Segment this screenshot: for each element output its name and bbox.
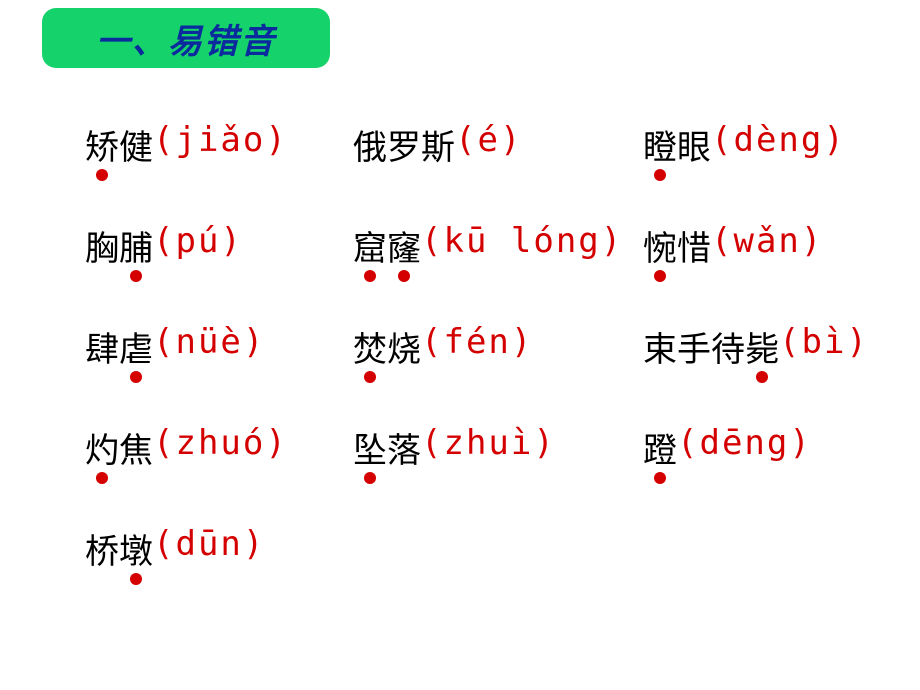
vocab-row: 胸脯(pú)窟窿(kū lóng)惋惜(wǎn)	[85, 221, 875, 270]
vocab-entry: 惋惜(wǎn)	[643, 221, 823, 270]
pinyin-text: (dèng)	[711, 120, 846, 160]
emphasis-dot	[654, 472, 666, 484]
hanzi-text: 俄罗斯	[353, 120, 455, 169]
vocab-entry: 矫健(jiǎo)	[85, 120, 353, 169]
vocab-row: 矫健(jiǎo)俄罗斯(é)瞪眼(dèng)	[85, 120, 875, 169]
pinyin-text: (kū lóng)	[421, 221, 623, 261]
hanzi-text: 惋惜	[643, 221, 711, 270]
pinyin-text: (é)	[455, 120, 522, 160]
emphasis-dot	[96, 472, 108, 484]
vocab-entry: 灼焦(zhuó)	[85, 423, 353, 472]
vocab-row: 桥墩(dūn)	[85, 524, 875, 573]
vocab-entry: 束手待毙(bì)	[643, 322, 869, 371]
emphasis-dot	[96, 169, 108, 181]
vocab-entry: 胸脯(pú)	[85, 221, 353, 270]
emphasis-dot	[130, 270, 142, 282]
pinyin-text: (zhuó)	[153, 423, 288, 463]
hanzi-text: 灼焦	[85, 423, 153, 472]
pinyin-text: (zhuì)	[421, 423, 556, 463]
vocab-row: 肆虐(nüè)焚烧(fén)束手待毙(bì)	[85, 322, 875, 371]
pinyin-text: (fén)	[421, 322, 533, 362]
hanzi-text: 肆虐	[85, 322, 153, 371]
emphasis-dot	[398, 270, 410, 282]
vocab-entry: 窟窿(kū lóng)	[353, 221, 643, 270]
hanzi-text: 坠落	[353, 423, 421, 472]
hanzi-text: 束手待毙	[643, 322, 779, 371]
vocab-entry: 瞪眼(dèng)	[643, 120, 846, 169]
section-title: 一、易错音	[96, 14, 276, 63]
emphasis-dot	[654, 270, 666, 282]
vocab-entry: 焚烧(fén)	[353, 322, 643, 371]
emphasis-dot	[364, 472, 376, 484]
vocab-entry: 桥墩(dūn)	[85, 524, 353, 573]
emphasis-dot	[756, 371, 768, 383]
pinyin-text: (wǎn)	[711, 221, 823, 261]
vocab-entry: 俄罗斯(é)	[353, 120, 643, 169]
hanzi-text: 瞪眼	[643, 120, 711, 169]
hanzi-text: 焚烧	[353, 322, 421, 371]
section-header: 一、易错音	[42, 8, 330, 68]
pinyin-text: (dūn)	[153, 524, 265, 564]
hanzi-text: 胸脯	[85, 221, 153, 270]
vocab-entry: 坠落(zhuì)	[353, 423, 643, 472]
hanzi-text: 窟窿	[353, 221, 421, 270]
pinyin-text: (jiǎo)	[153, 120, 288, 160]
pinyin-text: (dēng)	[677, 423, 812, 463]
vocab-row: 灼焦(zhuó)坠落(zhuì)蹬(dēng)	[85, 423, 875, 472]
pinyin-text: (bì)	[779, 322, 869, 362]
emphasis-dot	[654, 169, 666, 181]
emphasis-dot	[130, 371, 142, 383]
emphasis-dot	[130, 573, 142, 585]
emphasis-dot	[364, 371, 376, 383]
hanzi-text: 蹬	[643, 423, 677, 472]
hanzi-text: 矫健	[85, 120, 153, 169]
pinyin-text: (nüè)	[153, 322, 265, 362]
hanzi-text: 桥墩	[85, 524, 153, 573]
vocabulary-grid: 矫健(jiǎo)俄罗斯(é)瞪眼(dèng)胸脯(pú)窟窿(kū lóng)惋…	[85, 120, 875, 625]
pinyin-text: (pú)	[153, 221, 243, 261]
vocab-entry: 蹬(dēng)	[643, 423, 812, 472]
emphasis-dot	[364, 270, 376, 282]
vocab-entry: 肆虐(nüè)	[85, 322, 353, 371]
